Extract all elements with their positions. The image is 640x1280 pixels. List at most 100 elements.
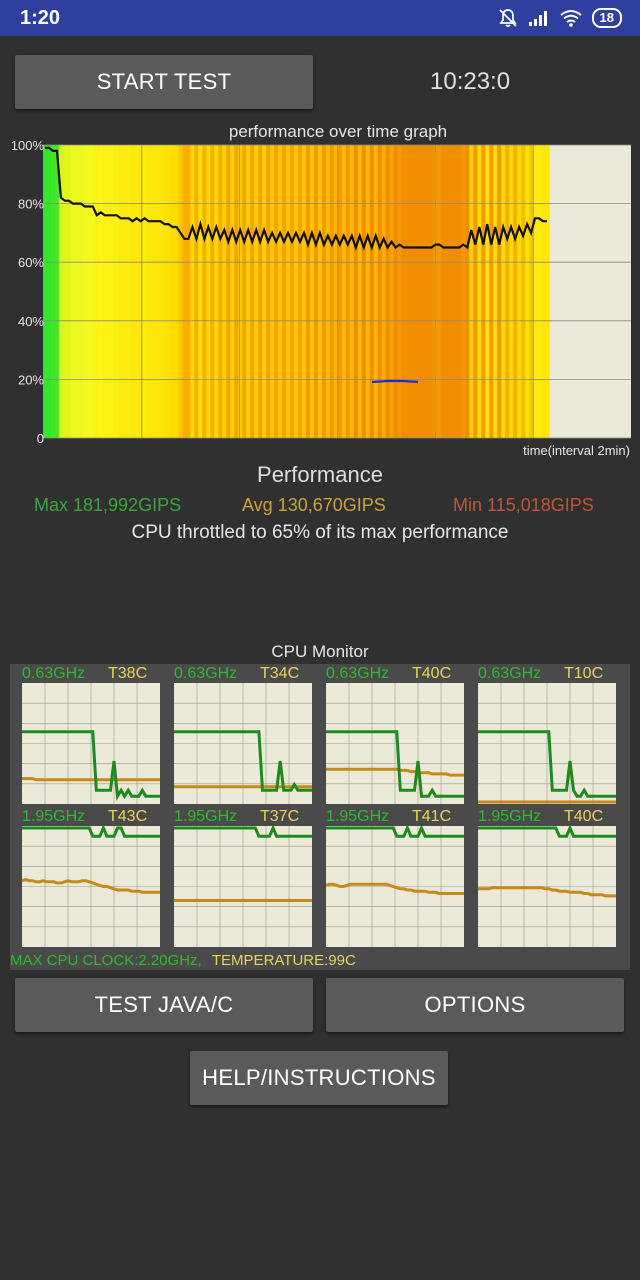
performance-bar — [218, 145, 223, 438]
performance-bar — [90, 145, 96, 438]
core-clock-line — [478, 826, 616, 838]
performance-bar — [397, 145, 403, 438]
core-graph — [478, 826, 616, 947]
performance-bar — [78, 145, 84, 438]
core-frequency: 1.95GHz — [22, 808, 86, 825]
performance-bar — [461, 145, 466, 438]
performance-bar — [154, 145, 160, 438]
core-graph — [22, 826, 160, 947]
performance-bar — [341, 145, 347, 438]
core-temperature-line — [326, 882, 464, 895]
cpu-core-cell: 1.95GHz T37C — [172, 807, 324, 949]
performance-bar — [505, 145, 510, 438]
max-temperature: TEMPERATURE:99C — [211, 952, 356, 969]
performance-bar — [162, 145, 168, 438]
core-frequency: 0.63GHz — [326, 665, 390, 682]
start-test-button[interactable]: START TEST — [15, 55, 313, 109]
performance-bar — [377, 145, 383, 438]
signal-icon — [528, 11, 547, 26]
performance-bar — [529, 145, 534, 438]
performance-bar — [313, 145, 319, 438]
performance-bar — [222, 145, 227, 438]
performance-bar — [509, 145, 514, 438]
performance-bar — [521, 145, 526, 438]
graph-x-label: time(interval 2min) — [523, 443, 630, 458]
performance-bar — [541, 145, 546, 438]
performance-bar — [305, 145, 311, 438]
performance-bar — [198, 145, 203, 438]
performance-bar — [421, 145, 427, 438]
performance-bar — [401, 145, 407, 438]
performance-bar — [301, 145, 307, 438]
performance-bar — [389, 145, 395, 438]
core-temperature-line — [22, 777, 160, 782]
cpu-core-cell: 1.95GHz T40C — [476, 807, 628, 949]
performance-bar — [146, 145, 152, 438]
core-clock-line — [174, 826, 312, 838]
help-instructions-button[interactable]: HELP/INSTRUCTIONS — [190, 1051, 448, 1105]
performance-bar — [138, 145, 144, 438]
core-graph — [326, 683, 464, 804]
performance-bar — [242, 145, 247, 438]
performance-low-segment — [371, 379, 419, 384]
performance-bar — [66, 145, 72, 438]
y-tick-label: 80% — [18, 197, 44, 212]
core-clock-line — [326, 730, 464, 798]
cpu-core-cell: 0.63GHz T38C — [20, 664, 172, 806]
performance-bar — [102, 145, 108, 438]
performance-bar — [405, 145, 411, 438]
core-temperature: T34C — [260, 665, 300, 682]
core-clock-line — [174, 730, 312, 792]
performance-bar — [182, 145, 188, 438]
performance-bar — [329, 145, 335, 438]
core-clock-line — [478, 730, 616, 798]
performance-bar — [453, 145, 458, 438]
performance-bar — [325, 145, 331, 438]
performance-bar — [62, 145, 68, 438]
core-frequency: 1.95GHz — [478, 808, 542, 825]
performance-bar — [274, 145, 279, 438]
performance-bar — [317, 145, 323, 438]
performance-bar — [349, 145, 355, 438]
performance-bar — [230, 145, 235, 438]
cpu-core-cell: 1.95GHz T41C — [324, 807, 476, 949]
performance-bar — [246, 145, 251, 438]
performance-bar — [202, 145, 207, 438]
performance-bar — [194, 145, 199, 438]
battery-icon: 18 — [591, 8, 622, 28]
performance-line — [45, 146, 547, 251]
performance-bar — [337, 145, 343, 438]
performance-bar — [321, 145, 327, 438]
core-graph — [174, 826, 312, 947]
graph-title: performance over time graph — [228, 122, 448, 141]
performance-bar — [469, 145, 474, 438]
performance-bar — [473, 145, 478, 438]
performance-bar — [178, 145, 184, 438]
core-frequency: 1.95GHz — [326, 808, 390, 825]
performance-bar — [353, 145, 359, 438]
performance-bar — [381, 145, 387, 438]
performance-bar — [110, 145, 116, 438]
performance-bar — [254, 145, 259, 438]
test-java-c-button[interactable]: TEST JAVA/C — [15, 978, 313, 1032]
core-frequency: 1.95GHz — [174, 808, 238, 825]
core-frequency: 0.63GHz — [478, 665, 542, 682]
core-temperature-line — [326, 767, 464, 777]
cpu-core-cell: 0.63GHz T10C — [476, 664, 628, 806]
elapsed-clock: 10:23:0 — [430, 68, 511, 95]
performance-bar — [417, 145, 423, 438]
options-button[interactable]: OPTIONS — [326, 978, 624, 1032]
cpu-monitor-panel: 0.63GHz T38C 0.63GHz T34C 0.63GHz T40C 0.63GHz… — [10, 664, 630, 970]
performance-bar — [533, 145, 538, 438]
avg-performance: Avg 130,670GIPS — [242, 495, 386, 515]
core-temperature-line — [22, 877, 160, 894]
max-cpu-clock: MAX CPU CLOCK:2.20GHz, — [10, 952, 202, 969]
performance-bar — [493, 145, 498, 438]
performance-bar — [94, 145, 100, 438]
performance-bar — [525, 145, 530, 438]
performance-bar — [278, 145, 283, 438]
performance-bar — [130, 145, 136, 438]
core-clock-line — [22, 730, 160, 801]
performance-bar — [297, 145, 303, 438]
performance-bar — [74, 145, 80, 438]
